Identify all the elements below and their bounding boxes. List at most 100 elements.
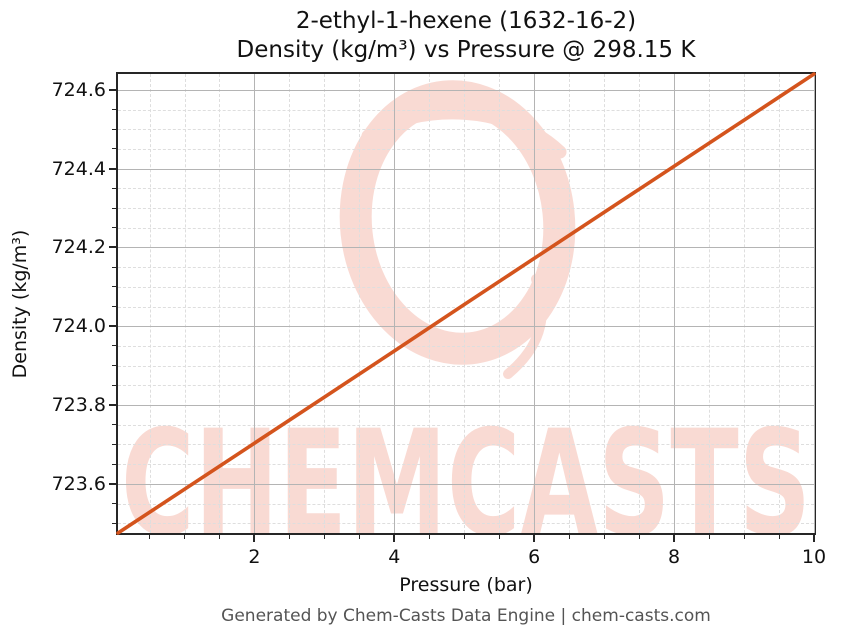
- y-major-tick: [109, 246, 116, 249]
- x-minor-tick: [323, 535, 325, 539]
- y-minor-gridline: [118, 345, 814, 347]
- x-minor-tick: [184, 535, 185, 539]
- chart-title-line1: 2-ethyl-1-hexene (1632-16-2): [295, 8, 637, 34]
- y-minor-tick: [112, 187, 116, 189]
- x-minor-gridline: [429, 74, 431, 533]
- y-minor-tick: [112, 148, 116, 150]
- y-minor-tick: [112, 384, 116, 386]
- x-minor-tick: [149, 535, 150, 539]
- watermark-layer: CHEMCASTS: [121, 80, 811, 533]
- x-axis-label: Pressure (bar): [399, 574, 533, 596]
- y-major-gridline: [118, 247, 814, 249]
- x-minor-gridline: [779, 74, 780, 533]
- y-tick-label: 724.4: [51, 157, 106, 180]
- chart-title-line2: Density (kg/m³) vs Pressure @ 298.15 K: [236, 37, 696, 63]
- y-minor-tick: [112, 365, 116, 367]
- x-major-gridline: [394, 74, 396, 533]
- y-major-gridline: [118, 405, 814, 406]
- y-minor-gridline: [118, 227, 814, 229]
- x-minor-tick: [603, 535, 605, 539]
- y-minor-tick: [112, 522, 116, 524]
- y-major-gridline: [118, 168, 814, 170]
- y-minor-tick: [112, 424, 116, 426]
- y-minor-gridline: [118, 464, 814, 466]
- x-minor-gridline: [744, 74, 746, 533]
- series-layer: [116, 72, 816, 535]
- y-minor-tick: [112, 227, 116, 229]
- footer-credit: Generated by Chem-Casts Data Engine | ch…: [221, 606, 711, 626]
- y-minor-gridline: [118, 424, 814, 426]
- x-major-tick: [393, 535, 396, 542]
- y-major-tick: [109, 404, 116, 406]
- x-minor-tick: [568, 535, 570, 539]
- x-major-tick: [673, 535, 676, 542]
- y-minor-tick: [112, 266, 116, 268]
- y-minor-tick: [112, 286, 116, 288]
- x-minor-tick: [743, 535, 745, 539]
- x-major-tick: [533, 535, 536, 542]
- x-minor-gridline: [289, 74, 291, 533]
- y-minor-gridline: [118, 188, 814, 190]
- y-minor-tick: [112, 443, 116, 445]
- x-tick-label: 8: [668, 546, 681, 568]
- plot-area: CHEMCASTS: [116, 72, 816, 535]
- y-minor-gridline: [118, 385, 814, 387]
- x-minor-tick: [358, 535, 360, 539]
- y-tick-label: 724.6: [51, 78, 106, 101]
- y-tick-label: 723.6: [51, 472, 106, 495]
- x-minor-tick: [463, 535, 465, 539]
- x-major-tick: [813, 535, 815, 542]
- y-tick-label: 724.0: [51, 315, 106, 338]
- y-minor-tick: [112, 345, 116, 347]
- x-minor-gridline: [184, 74, 186, 533]
- y-minor-gridline: [118, 208, 814, 209]
- x-major-gridline: [814, 74, 815, 533]
- x-tick-label: 6: [528, 546, 541, 568]
- x-minor-tick: [218, 535, 220, 539]
- y-minor-gridline: [118, 267, 814, 269]
- y-axis-label: Density (kg/m³): [9, 229, 31, 379]
- y-minor-tick: [112, 207, 116, 209]
- x-minor-gridline: [569, 74, 571, 533]
- x-tick-label: 10: [801, 546, 827, 568]
- x-minor-gridline: [604, 74, 606, 533]
- x-minor-tick: [498, 535, 500, 539]
- y-minor-gridline: [118, 523, 814, 525]
- x-minor-tick: [288, 535, 290, 539]
- x-major-gridline: [534, 74, 536, 533]
- y-major-gridline: [118, 89, 814, 91]
- y-major-tick: [109, 88, 116, 91]
- y-minor-gridline: [118, 286, 814, 288]
- y-major-gridline: [118, 483, 814, 485]
- x-minor-gridline: [359, 74, 361, 533]
- y-minor-tick: [112, 503, 116, 504]
- x-major-gridline: [674, 74, 676, 533]
- y-major-tick: [109, 167, 116, 170]
- y-minor-tick: [112, 128, 116, 130]
- y-major-gridline: [118, 326, 814, 328]
- y-tick-label: 723.8: [51, 394, 106, 416]
- x-tick-label: 2: [248, 546, 261, 568]
- x-minor-gridline: [499, 74, 501, 533]
- y-major-tick: [109, 482, 116, 485]
- watermark-text: CHEMCASTS: [121, 399, 811, 533]
- y-minor-gridline: [118, 129, 814, 131]
- y-minor-tick: [112, 109, 116, 110]
- y-minor-tick: [112, 306, 116, 307]
- y-minor-gridline: [118, 148, 814, 150]
- y-major-tick: [109, 325, 116, 328]
- x-minor-gridline: [324, 74, 326, 533]
- y-minor-gridline: [118, 306, 814, 308]
- y-minor-gridline: [118, 365, 814, 367]
- grid-layer: [118, 74, 815, 533]
- x-tick-label: 4: [388, 546, 401, 568]
- chart-title: 2-ethyl-1-hexene (1632-16-2) Density (kg…: [116, 7, 816, 65]
- x-minor-tick: [778, 535, 780, 539]
- y-tick-label: 724.2: [51, 236, 106, 259]
- y-minor-gridline: [118, 503, 814, 505]
- density-line: [116, 72, 816, 535]
- x-major-tick: [253, 535, 256, 542]
- x-minor-tick: [428, 535, 430, 539]
- y-minor-gridline: [118, 109, 814, 111]
